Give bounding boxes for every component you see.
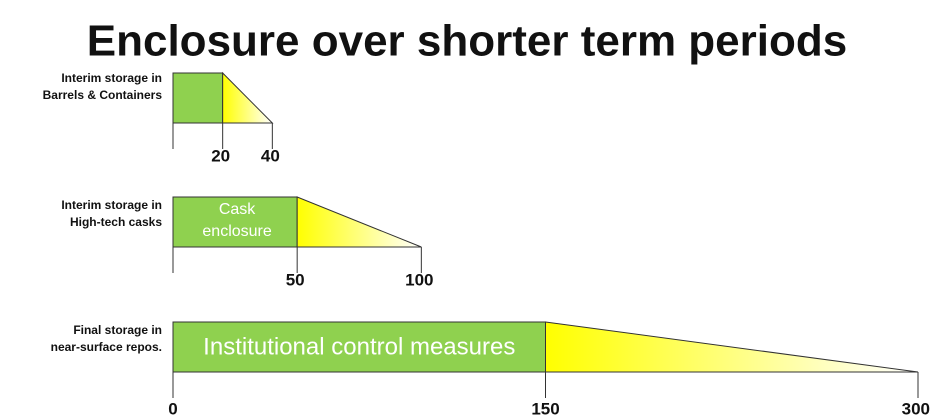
tick-label: 20 — [211, 146, 230, 165]
box — [172, 321, 546, 373]
row-label: Interim storage in — [61, 71, 162, 85]
row-label: High-tech casks — [70, 215, 162, 229]
fade-triangle — [545, 321, 919, 373]
row-label: Final storage in — [73, 323, 162, 337]
box — [172, 72, 224, 124]
row-label: Barrels & Containers — [43, 88, 163, 102]
tick-label: 40 — [261, 146, 280, 165]
tick-label: 300 — [902, 399, 930, 418]
box — [172, 196, 298, 248]
row-label: Interim storage in — [61, 198, 162, 212]
fade-triangle — [296, 196, 422, 248]
fade-triangle — [222, 71, 274, 124]
title: Enclosure over shorter term periods — [87, 17, 847, 66]
tick-label: 150 — [531, 399, 559, 418]
tick-label: 0 — [168, 399, 177, 418]
box-text: Cask — [219, 201, 256, 218]
box-text: Institutional control measures — [203, 333, 515, 360]
tick-label: 50 — [286, 270, 305, 289]
box-text: enclosure — [202, 223, 271, 240]
row-label: near-surface repos. — [51, 340, 162, 354]
tick-label: 100 — [405, 270, 433, 289]
